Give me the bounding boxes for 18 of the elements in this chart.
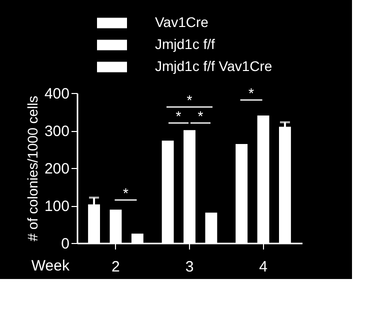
annotation: * <box>123 185 130 201</box>
y-tick-label: 300 <box>44 123 70 140</box>
annotation: * <box>248 85 255 101</box>
legend-label: Jmjd1c f/f <box>155 36 216 52</box>
legend-label: Jmjd1c f/f Vav1Cre <box>155 58 272 74</box>
annotation: * <box>186 92 193 108</box>
annotation: * <box>176 108 182 124</box>
legend-label: Vav1Cre <box>155 14 209 30</box>
annotation: * <box>198 108 204 124</box>
y-tick-label: 100 <box>44 198 70 215</box>
y-tick-label: 400 <box>44 86 70 102</box>
y-tick-label: 200 <box>44 160 70 178</box>
x-tick-label: 2 <box>112 258 120 276</box>
x-tick-label: 4 <box>259 258 268 276</box>
x-axis-title: Week <box>31 258 70 274</box>
y-axis-title: # of colonies/1000 cells <box>24 96 40 242</box>
y-tick-label: 0 <box>61 236 70 252</box>
x-tick-label: 3 <box>185 258 194 276</box>
